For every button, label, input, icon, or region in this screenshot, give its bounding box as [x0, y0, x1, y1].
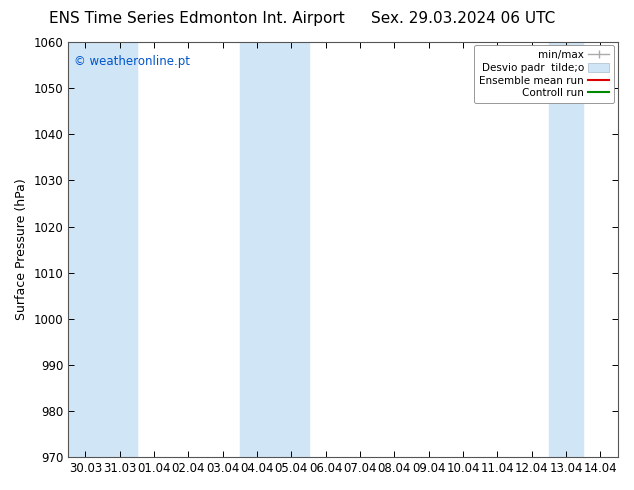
Bar — [103, 42, 137, 457]
Text: Sex. 29.03.2024 06 UTC: Sex. 29.03.2024 06 UTC — [371, 11, 555, 26]
Bar — [240, 42, 274, 457]
Text: ENS Time Series Edmonton Int. Airport: ENS Time Series Edmonton Int. Airport — [49, 11, 344, 26]
Legend: min/max, Desvio padr  tilde;o, Ensemble mean run, Controll run: min/max, Desvio padr tilde;o, Ensemble m… — [474, 45, 614, 103]
Text: © weatheronline.pt: © weatheronline.pt — [74, 54, 190, 68]
Bar — [68, 42, 103, 457]
Bar — [549, 42, 583, 457]
Bar — [274, 42, 309, 457]
Y-axis label: Surface Pressure (hPa): Surface Pressure (hPa) — [15, 179, 28, 320]
